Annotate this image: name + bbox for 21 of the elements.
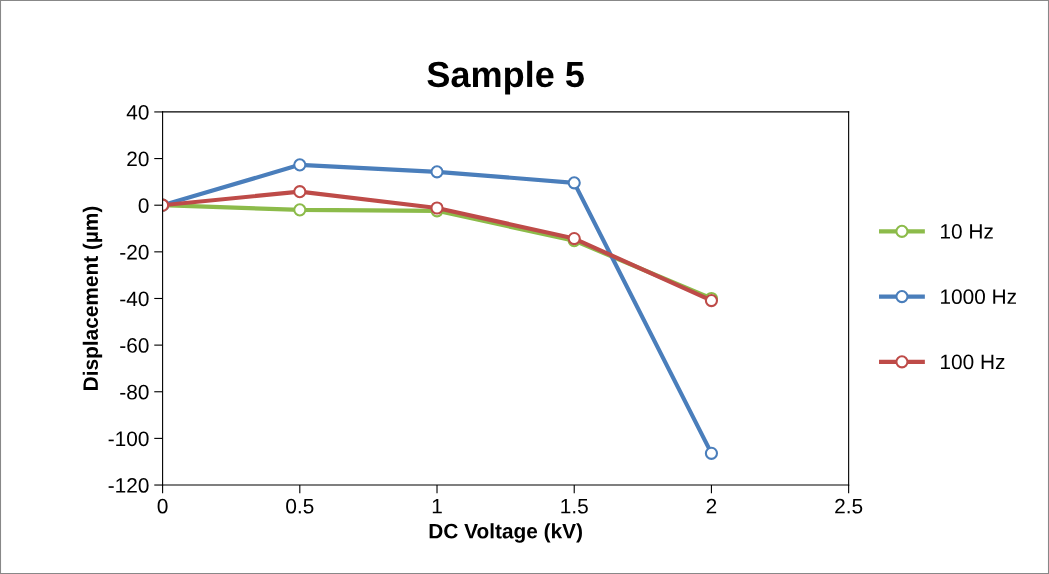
x-tick-label: 1 <box>432 498 442 514</box>
y-tick-label: -80 <box>120 384 149 400</box>
y-tick-label: 0 <box>138 198 149 213</box>
x-tick-label: 2.5 <box>835 498 863 514</box>
y-axis-title: Displacement (µm) <box>82 206 103 390</box>
y-tick-label: -100 <box>108 431 149 447</box>
x-tick-label: 0.5 <box>286 498 314 514</box>
x-tick-label: 2 <box>706 498 717 514</box>
y-tick-label: -40 <box>120 291 149 307</box>
y-tick-label: 40 <box>126 104 149 120</box>
legend-label: 10 Hz <box>941 224 993 239</box>
y-tick-label: -120 <box>108 478 149 493</box>
x-tick-label: 1.5 <box>561 498 588 514</box>
legend-label: 100 Hz <box>941 354 1005 370</box>
x-tick-label: 0 <box>157 498 168 514</box>
x-axis-title: DC Voltage (kV) <box>429 523 582 543</box>
y-tick-label: -60 <box>120 338 149 353</box>
y-tick-label: -20 <box>120 244 149 260</box>
legend-label: 1000 Hz <box>941 289 1016 305</box>
chart-title: Sample 5 <box>427 60 584 95</box>
y-tick-label: 20 <box>127 151 149 167</box>
